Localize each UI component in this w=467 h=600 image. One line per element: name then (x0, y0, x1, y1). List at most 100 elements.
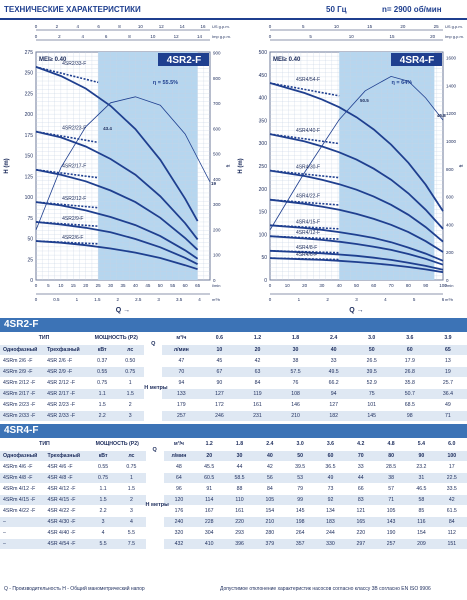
x-tick-label: 40 (337, 283, 343, 288)
mono-model: 4SRm 2/23 -F (0, 399, 45, 411)
mono-model: 4SRm 4/8 -F (0, 472, 45, 484)
pump-curve (269, 82, 444, 212)
series-label: 4SR2/17-F (62, 164, 86, 170)
head-value: 110 (224, 494, 255, 506)
m3h-unit: м³/ч (163, 439, 195, 451)
m3h-value: 6.0 (436, 439, 467, 451)
top-imp-tick: 15 (389, 34, 395, 39)
power-kw: 0.55 (88, 366, 117, 378)
x-axis-title: Q → (349, 307, 363, 314)
head-value: 228 (194, 516, 225, 528)
pump-curve (269, 224, 444, 262)
y-right-tick-label: 600 (213, 126, 221, 131)
y-right-tick-label: 200 (446, 250, 454, 255)
lmin-value: 30 (276, 344, 315, 356)
x-tick-label: 30 (319, 283, 325, 288)
head-value: 63 (238, 366, 277, 378)
head-value: 17.9 (390, 355, 429, 367)
head-value: 190 (375, 527, 407, 539)
series-label: 4SR4/30-F (296, 165, 320, 171)
power-hp: 1.5 (116, 388, 145, 400)
lmin-value: 40 (314, 344, 353, 356)
y-tick-label: 300 (259, 141, 268, 147)
x-tick-label: 40 (133, 283, 139, 288)
top-us-tick: 0 (269, 24, 272, 29)
y-tick-label: 75 (27, 216, 33, 222)
tri-model: 4SR 2/12 -F (44, 377, 89, 389)
pump-curve (269, 133, 444, 230)
mono-model: 4SRm 4/12 -F (0, 483, 45, 495)
y-right-tick-label: 500 (213, 152, 221, 157)
y-tick-label: 200 (259, 187, 268, 193)
head-value: 134 (315, 505, 346, 517)
head-value: 58.5 (224, 472, 255, 484)
head-value: 161 (224, 505, 255, 517)
power-hp: 1.5 (117, 483, 146, 495)
table-4sr4-title: 4SR4-F (0, 424, 467, 438)
table-row: 4SRm 4/12 -F 4SR 4/12 -F 1.1 1.5 96 91 88 84 79 7… (0, 483, 467, 495)
power-hp: 1 (117, 472, 146, 484)
power-header: МОЩНОСТЬ (P2) (88, 333, 145, 345)
top-imp-tick: 10 (150, 34, 156, 39)
head-value: 45.5 (194, 461, 225, 473)
head-value: 264 (284, 527, 316, 539)
lmin-value: 65 (428, 344, 467, 356)
efficiency-point-label: 50.5 (360, 98, 369, 103)
top-us-tick: 5 (302, 24, 305, 29)
head-value: 83 (345, 494, 376, 506)
top-us-tick: 20 (400, 24, 406, 29)
head-value: 240 (163, 516, 195, 528)
pump-curve (269, 169, 444, 243)
y-tick-label: 25 (27, 257, 33, 263)
x-m3h-tick: 1 (298, 297, 301, 302)
table-row: 4SRm 4/6 -F 4SR 4/6 -F 0.55 0.75 H метры 48 45… (0, 461, 467, 550)
frequency-label: 50 Гц (326, 5, 347, 14)
x-tick-label: 30 (108, 283, 114, 288)
table-4sr2-title: 4SR2-F (0, 318, 467, 332)
series-label: 4SR2/23-F (62, 126, 86, 132)
head-value: 145 (284, 505, 316, 517)
top-us-tick: 15 (367, 24, 373, 29)
tri-model: 4SR 2/9 -F (44, 366, 89, 378)
head-value: 26.5 (352, 355, 391, 367)
mono-model: 4SRm 2/6 -F (0, 355, 45, 367)
efficiency-label: η = 64% (392, 80, 413, 86)
m3h-value: 1.8 (224, 439, 255, 451)
power-hp: 3 (117, 505, 146, 517)
power-kw: 0.75 (88, 472, 118, 484)
head-value: 44 (345, 472, 376, 484)
x-m3h-tick: 4 (198, 297, 201, 302)
head-value: 90 (200, 377, 239, 389)
head-value: 57 (375, 483, 407, 495)
power-hp: 2 (117, 494, 146, 506)
y-tick-label: 100 (25, 195, 34, 201)
head-value: 23.2 (406, 461, 437, 473)
lmin-value: 70 (345, 450, 376, 462)
lmin-value: 50 (284, 450, 316, 462)
top-us-tick: 4 (77, 24, 80, 29)
tri-model: 4SR 4/40 -F (44, 527, 89, 539)
x-tick-label: 20 (83, 283, 89, 288)
head-value: 410 (194, 538, 225, 550)
head-value: 209 (406, 538, 437, 550)
top-us-tick: 6 (97, 24, 100, 29)
head-value: 35.8 (390, 377, 429, 389)
power-kw: 0.55 (88, 461, 118, 473)
head-value: 280 (254, 527, 285, 539)
top-imp-tick: 2 (58, 34, 61, 39)
head-value: 50.7 (390, 388, 429, 400)
head-value: 108 (276, 388, 315, 400)
top-imp-tick: 12 (174, 34, 180, 39)
head-value: 120 (163, 494, 195, 506)
head-value: 154 (406, 527, 437, 539)
head-value: 246 (200, 410, 239, 422)
head-value: 293 (224, 527, 255, 539)
head-value: 49 (428, 399, 467, 411)
power-kw: 4 (88, 527, 118, 539)
head-value: 49 (315, 472, 346, 484)
hp-header: лс (117, 450, 146, 462)
head-value: 105 (254, 494, 285, 506)
top-imp-unit: Imp g.p.m. (445, 34, 464, 39)
top-us-tick: 16 (201, 24, 207, 29)
x-m3h-tick: 4 (384, 297, 387, 302)
